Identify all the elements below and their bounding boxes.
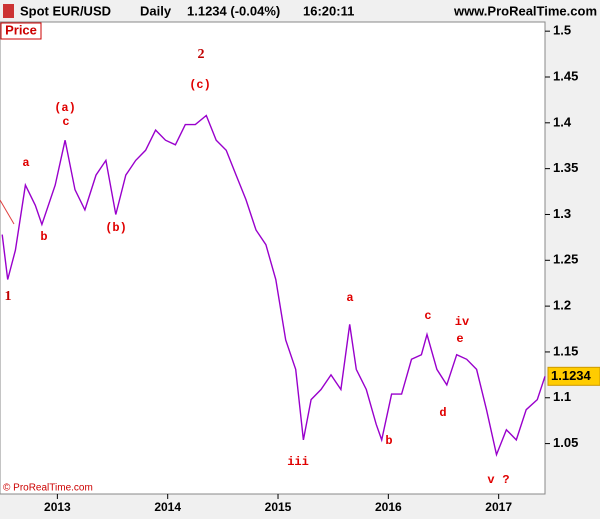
wave-label: 2 [198, 47, 205, 62]
quote: 1.1234 (-0.04%) [187, 3, 280, 18]
y-tick-label: 1.05 [553, 435, 578, 450]
wave-label: v [487, 473, 494, 487]
wave-label: (a) [54, 101, 76, 115]
wave-label: c [424, 309, 431, 323]
wave-label: b [385, 434, 392, 448]
y-tick-label: 1.4 [553, 114, 572, 129]
timeframe: Daily [140, 3, 172, 18]
wave-label: ? [502, 473, 509, 487]
wave-label: iii [287, 455, 309, 469]
wave-label: (b) [105, 221, 127, 235]
y-tick-label: 1.35 [553, 160, 578, 175]
x-tick-label: 2016 [375, 500, 402, 514]
x-tick-label: 2013 [44, 500, 71, 514]
last-price-box [547, 366, 600, 386]
wave-label: iv [455, 315, 469, 329]
y-tick-label: 1.25 [553, 252, 578, 267]
time: 16:20:11 [303, 3, 354, 18]
wave-label: a [22, 156, 29, 170]
instrument: Spot EUR/USD [20, 3, 111, 18]
panel-label: Price [5, 22, 37, 37]
website: www.ProRealTime.com [453, 3, 597, 18]
plot-area [0, 21, 546, 495]
wave-label: 1 [5, 289, 12, 304]
wave-label: c [62, 115, 69, 129]
wave-label: e [456, 332, 463, 346]
x-tick-label: 2014 [154, 500, 181, 514]
panel-label-box [0, 22, 42, 40]
trend-line [0, 199, 15, 225]
wave-label: a [346, 291, 353, 305]
price-line [1, 114, 546, 457]
y-tick-label: 1.3 [553, 206, 571, 221]
logo-icon [3, 4, 14, 18]
wave-label: (c) [189, 78, 211, 92]
x-tick-label: 2017 [485, 500, 512, 514]
y-tick-label: 1.1 [553, 389, 571, 404]
y-tick-label: 1.45 [553, 68, 578, 83]
last-price-label: 1.1234 [551, 368, 592, 383]
wave-label: d [439, 406, 446, 420]
copyright: © ProRealTime.com [3, 483, 93, 494]
y-tick-label: 1.5 [553, 23, 571, 38]
y-tick-label: 1.2 [553, 298, 571, 313]
y-tick-label: 1.15 [553, 343, 578, 358]
wave-label: b [40, 230, 47, 244]
x-tick-label: 2015 [265, 500, 292, 514]
